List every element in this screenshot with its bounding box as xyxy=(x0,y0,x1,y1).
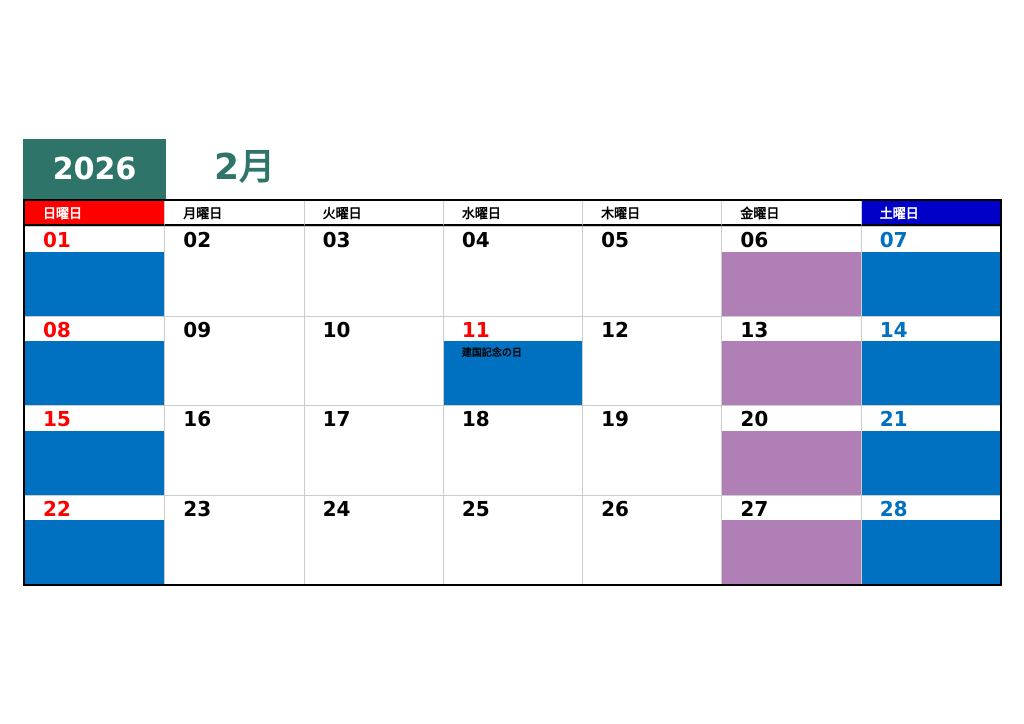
day-block xyxy=(583,252,721,316)
day-cell: 05 xyxy=(582,226,722,316)
day-cell: 15 xyxy=(25,405,165,495)
day-cell: 16 xyxy=(164,405,304,495)
day-cell: 21 xyxy=(860,405,1000,495)
day-cell: 14 xyxy=(860,315,1000,405)
day-block xyxy=(861,341,1000,405)
day-block xyxy=(25,251,165,316)
day-cell: 22 xyxy=(25,494,165,584)
day-cell: 02 xyxy=(164,226,304,316)
day-block xyxy=(165,431,303,495)
weekday-header: 火曜日 xyxy=(303,201,443,226)
day-number: 16 xyxy=(183,407,212,431)
day-cell: 24 xyxy=(303,494,443,584)
day-number: 24 xyxy=(322,496,351,521)
weekday-header: 月曜日 xyxy=(164,201,304,226)
day-number: 01 xyxy=(43,228,71,252)
day-number: 12 xyxy=(601,317,629,342)
day-number: 28 xyxy=(879,496,908,521)
day-block xyxy=(722,520,861,584)
day-block xyxy=(444,252,582,316)
weekday-header: 水曜日 xyxy=(442,201,583,226)
day-cell: 28 xyxy=(860,494,1000,584)
day-block xyxy=(305,341,443,405)
day-cell: 25 xyxy=(442,494,583,584)
day-number: 20 xyxy=(740,407,769,431)
day-block xyxy=(722,251,861,316)
day-cell: 09 xyxy=(164,315,304,405)
day-cell: 08 xyxy=(25,315,165,405)
day-block xyxy=(165,252,303,316)
holiday-name: 建国記念の日 xyxy=(461,348,522,359)
weekday-header: 木曜日 xyxy=(582,201,722,226)
day-number: 05 xyxy=(601,228,629,252)
day-cell: 06 xyxy=(721,226,861,316)
day-cell: 04 xyxy=(442,226,583,316)
day-block xyxy=(25,341,165,405)
day-number: 03 xyxy=(322,228,351,252)
day-number: 06 xyxy=(740,228,769,252)
day-number: 13 xyxy=(740,317,769,342)
day-block xyxy=(861,251,1000,316)
day-cell: 26 xyxy=(582,494,722,584)
day-cell: 12 xyxy=(582,315,722,405)
day-number: 19 xyxy=(601,407,629,431)
day-cell: 17 xyxy=(303,405,443,495)
day-block xyxy=(25,520,165,584)
month-title: 2月 xyxy=(214,147,276,188)
day-block xyxy=(861,430,1000,495)
day-number: 22 xyxy=(43,496,71,521)
day-cell: 03 xyxy=(303,226,443,316)
day-block xyxy=(25,430,165,495)
day-block xyxy=(861,520,1000,584)
day-number: 08 xyxy=(43,317,71,342)
day-block xyxy=(583,520,721,584)
day-block xyxy=(583,431,721,495)
day-cell: 01 xyxy=(25,226,165,316)
day-number: 26 xyxy=(601,496,629,521)
calendar-grid: 日曜日 月曜日 火曜日 水曜日 木曜日 金曜日 土曜日 01 02 03 04 05 06 07 08 09 1… xyxy=(23,199,1002,586)
year-box: 2026 xyxy=(23,139,166,199)
day-block xyxy=(165,520,303,584)
day-number: 11 xyxy=(461,317,490,342)
day-cell: 20 xyxy=(721,405,861,495)
day-number: 04 xyxy=(461,228,490,252)
day-number: 02 xyxy=(183,228,212,252)
day-number: 15 xyxy=(43,407,71,431)
day-number: 10 xyxy=(322,317,351,342)
day-cell: 07 xyxy=(860,226,1000,316)
day-block xyxy=(305,431,443,495)
day-block xyxy=(444,431,582,495)
day-cell: 13 xyxy=(721,315,861,405)
day-block xyxy=(583,341,721,405)
day-cell: 23 xyxy=(164,494,304,584)
day-number: 27 xyxy=(740,496,769,521)
day-number: 14 xyxy=(879,317,908,342)
day-block xyxy=(722,341,861,405)
day-block xyxy=(444,520,582,584)
day-cell: 18 xyxy=(442,405,583,495)
day-number: 17 xyxy=(322,407,351,431)
day-block xyxy=(305,520,443,584)
day-number: 23 xyxy=(183,496,212,521)
day-number: 18 xyxy=(461,407,490,431)
weekday-header: 日曜日 xyxy=(25,201,165,226)
weekday-header: 金曜日 xyxy=(721,201,861,226)
day-number: 09 xyxy=(183,317,212,342)
day-number: 07 xyxy=(879,228,908,252)
day-block xyxy=(722,430,861,495)
day-block xyxy=(165,341,303,405)
day-number: 21 xyxy=(879,407,908,431)
day-cell: 19 xyxy=(582,405,722,495)
day-block xyxy=(305,252,443,316)
day-block: 建国記念の日 xyxy=(443,341,583,405)
weekday-header: 土曜日 xyxy=(860,201,1000,226)
day-number: 25 xyxy=(461,496,490,521)
day-cell: 10 xyxy=(303,315,443,405)
day-cell: 27 xyxy=(721,494,861,584)
day-cell: 11 建国記念の日 xyxy=(442,315,583,405)
